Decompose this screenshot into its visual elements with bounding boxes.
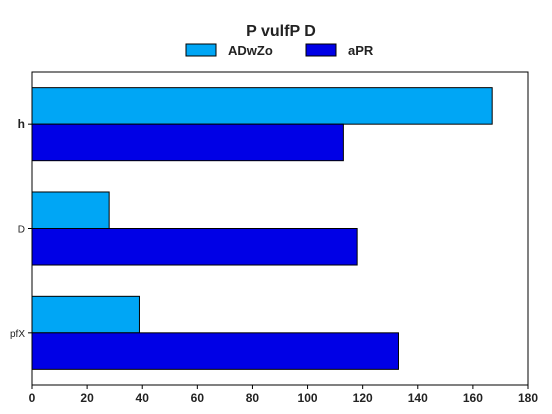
x-tick-label: 160 [463,391,483,405]
bar-ADwZo-pfX [31,295,140,334]
legend-swatch-ADwZo [185,43,217,57]
y-tick-label: pfX [10,329,25,340]
bar-aPR-pfX [31,332,399,370]
legend: ADwZo aPR [185,43,374,58]
x-axis: 0 20 40 60 80 100 120 140 160 180 [29,385,538,405]
x-tick-label: 80 [246,391,260,405]
x-tick-label: 140 [408,391,428,405]
legend-swatch-aPR [305,43,337,57]
y-tick-label: h [18,117,25,131]
plot-area [31,71,529,386]
legend-label-ADwZo: ADwZo [228,43,273,58]
bar-aPR-h [31,123,344,162]
x-tick-label: 60 [191,391,205,405]
bar-ADwZo-D [31,191,110,230]
x-tick-label: 100 [298,391,318,405]
legend-label-aPR: aPR [348,43,374,58]
x-tick-label: 20 [80,391,94,405]
x-tick-label: 120 [353,391,373,405]
x-tick-label: 180 [518,391,538,405]
bar-ADwZo-h [31,87,493,125]
bar-aPR-D [31,228,358,266]
chart-title: P vulfP D [246,23,316,40]
x-tick-label: 40 [136,391,150,405]
x-tick-label: 0 [29,391,36,405]
y-tick-label: D [18,225,25,236]
